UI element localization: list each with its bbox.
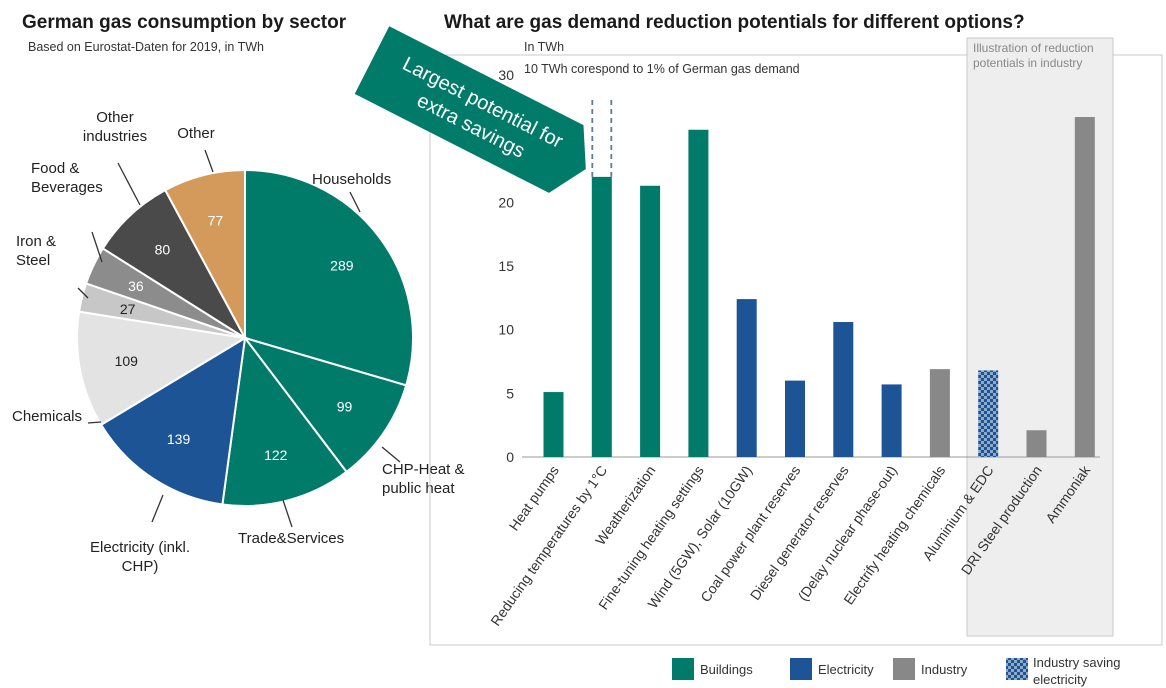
pie-value-label: 77	[208, 213, 224, 229]
bar	[543, 392, 564, 457]
pie-value-label: 139	[167, 431, 191, 447]
legend-label: Buildings	[700, 662, 753, 677]
pie-value-label: 122	[264, 447, 288, 463]
pie-category-label: Other industries	[83, 109, 147, 145]
bar-chart-frame	[429, 54, 1163, 646]
pie-leader-line	[77, 287, 89, 299]
note-text: 10 TWh corespond to 1% of German gas dem…	[524, 62, 800, 76]
pie-leader-line	[381, 446, 401, 463]
pie-category-label: Chemicals	[12, 408, 82, 425]
bar	[929, 369, 950, 457]
legend-label: Industry	[921, 662, 968, 677]
bar	[833, 322, 854, 457]
bar	[640, 185, 661, 457]
pie-leader-line	[87, 421, 102, 424]
bar-title: What are gas demand reduction potentials…	[444, 12, 1025, 33]
pie-chart: 289 99 122 139 109 27 36 80 77 Households CHP-Heat…	[12, 109, 465, 575]
annotation-arrow: Largest potential forextra savings	[354, 26, 586, 193]
pie-value-label: 99	[337, 399, 353, 415]
legend-label: Industry saving electricity	[1033, 655, 1120, 687]
x-tick-label: (Delay nuclear phase-out)	[795, 463, 901, 604]
legend-swatch	[1006, 658, 1028, 680]
y-tick-label: 15	[498, 258, 514, 274]
pie-category-label: Households	[312, 171, 391, 188]
pie-leader-line	[117, 162, 141, 206]
y-tick-label: 5	[506, 385, 514, 401]
arrow-shape	[354, 26, 586, 193]
pie-leader-line	[151, 494, 164, 523]
bar	[785, 380, 805, 457]
legend-label: Electricity	[818, 662, 874, 677]
pie-leader-line	[349, 191, 361, 213]
pie-subtitle: Based on Eurostat-Daten for 2019, in TWh	[28, 40, 265, 54]
x-tick-label: Diesel generator reserves	[747, 463, 852, 603]
legend-swatch	[790, 658, 812, 680]
legend-swatch	[893, 658, 915, 680]
x-tick-label: Coal power plant reserves	[697, 463, 803, 605]
pie-slice	[244, 168, 414, 387]
pie-value-label: 27	[120, 301, 136, 317]
pie-category-label: Food & Beverages	[31, 160, 103, 196]
pie-category-label: CHP-Heat & public heat	[382, 461, 465, 497]
bar	[736, 299, 757, 457]
bar	[881, 384, 902, 457]
bar-chart: Illustration of reduction potentials in i…	[354, 26, 1163, 687]
pie-value-label: 80	[155, 242, 171, 258]
industry-box-label: Illustration of reduction potentials in i…	[973, 41, 1094, 70]
y-tick-label: 30	[498, 67, 514, 83]
pie-category-label: Iron & Steel	[16, 233, 56, 269]
bar	[1026, 430, 1047, 457]
unit-note: In TWh	[524, 40, 564, 54]
pie-category-label: Trade&Services	[238, 530, 344, 547]
pie-slice	[242, 336, 408, 474]
y-tick-label: 10	[498, 322, 514, 338]
pie-category-label: Other	[177, 125, 215, 142]
x-tick-label: Heat pumps	[506, 463, 562, 534]
bar	[978, 370, 999, 457]
pie-title: German gas consumption by sector	[22, 12, 347, 33]
pie-slice	[221, 335, 348, 507]
y-tick-label: 0	[506, 449, 514, 465]
legend-swatch	[672, 658, 694, 680]
pie-value-label: 109	[115, 353, 139, 369]
bar	[1074, 117, 1095, 458]
pie-slice	[99, 336, 247, 506]
pie-slice	[76, 310, 248, 427]
bar	[591, 176, 612, 457]
y-tick-label: 20	[498, 194, 514, 210]
bar	[688, 129, 709, 457]
pie-value-label: 289	[330, 258, 354, 274]
pie-value-label: 36	[128, 278, 144, 294]
pie-leader-line	[282, 499, 293, 528]
pie-leader-line	[91, 231, 103, 263]
pie-leader-line	[204, 149, 214, 173]
pie-category-label: Electricity (inkl. CHP)	[90, 539, 190, 575]
pie-slice	[163, 168, 246, 339]
